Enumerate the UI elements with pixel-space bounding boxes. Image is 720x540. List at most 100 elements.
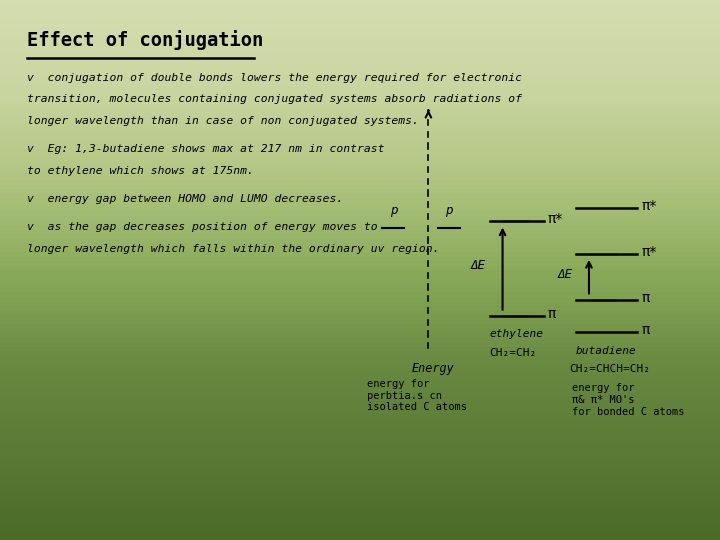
Bar (0, 23, 720, 27)
Bar (0, 297, 720, 301)
Bar (0, 347, 720, 351)
Bar (0, 468, 720, 472)
Text: ethylene: ethylene (490, 329, 544, 340)
Bar (0, 432, 720, 436)
Bar (0, 207, 720, 212)
Text: energy for
π& π* MO's
for bonded C atoms: energy for π& π* MO's for bonded C atoms (572, 383, 685, 416)
Bar (0, 364, 720, 369)
Text: π*: π* (548, 212, 563, 226)
Bar (0, 36, 720, 40)
Bar (0, 320, 720, 324)
Bar (0, 387, 720, 392)
Bar (0, 144, 720, 148)
Bar (0, 189, 720, 193)
Text: transition, molecules containing conjugated systems absorb radiations of: transition, molecules containing conjuga… (27, 94, 523, 105)
Bar (0, 108, 720, 112)
Bar (0, 220, 720, 225)
Bar (0, 392, 720, 396)
Text: π: π (642, 291, 650, 305)
Bar (0, 216, 720, 220)
Bar (0, 202, 720, 207)
Bar (0, 423, 720, 428)
Text: CH₂=CHCH=CH₂: CH₂=CHCH=CH₂ (569, 364, 650, 375)
Bar (0, 351, 720, 355)
Bar (0, 414, 720, 418)
Text: energy for
perbtia.s cn
isolated C atoms: energy for perbtia.s cn isolated C atoms (367, 379, 467, 412)
Bar (0, 405, 720, 409)
Text: Effect of conjugation: Effect of conjugation (27, 30, 264, 50)
Bar (0, 522, 720, 526)
Bar (0, 401, 720, 405)
Bar (0, 517, 720, 522)
Bar (0, 374, 720, 378)
Text: longer wavelength which falls within the ordinary uv region.: longer wavelength which falls within the… (27, 244, 440, 254)
Bar (0, 526, 720, 531)
Bar (0, 500, 720, 504)
Bar (0, 446, 720, 450)
Bar (0, 409, 720, 414)
Bar (0, 117, 720, 122)
Bar (0, 198, 720, 202)
Text: ΔE: ΔE (557, 267, 572, 281)
Bar (0, 166, 720, 171)
Text: CH₂=CH₂: CH₂=CH₂ (490, 348, 537, 359)
Text: butadiene: butadiene (576, 346, 636, 356)
Bar (0, 14, 720, 18)
Bar (0, 288, 720, 293)
Bar (0, 360, 720, 364)
Text: Energy: Energy (412, 362, 454, 375)
Bar (0, 495, 720, 500)
Bar (0, 293, 720, 297)
Bar (0, 472, 720, 477)
Bar (0, 193, 720, 198)
Bar (0, 171, 720, 176)
Bar (0, 301, 720, 306)
Bar (0, 463, 720, 468)
Bar (0, 230, 720, 234)
Bar (0, 122, 720, 126)
Bar (0, 45, 720, 50)
Text: to ethylene which shows at 175nm.: to ethylene which shows at 175nm. (27, 166, 254, 176)
Bar (0, 126, 720, 131)
Text: π: π (548, 307, 557, 321)
Bar (0, 234, 720, 239)
Text: π*: π* (642, 199, 657, 213)
Bar (0, 396, 720, 401)
Bar (0, 85, 720, 90)
Bar (0, 310, 720, 315)
Bar (0, 139, 720, 144)
Bar (0, 459, 720, 463)
Bar (0, 54, 720, 58)
Text: ΔE: ΔE (471, 259, 486, 273)
Bar (0, 9, 720, 14)
Bar (0, 284, 720, 288)
Bar (0, 94, 720, 99)
Bar (0, 63, 720, 68)
Bar (0, 77, 720, 81)
Text: v  Eg: 1,3-butadiene shows max at 217 nm in contrast: v Eg: 1,3-butadiene shows max at 217 nm … (27, 144, 385, 154)
Bar (0, 513, 720, 517)
Bar (0, 212, 720, 216)
Text: p: p (390, 204, 397, 217)
Bar (0, 31, 720, 36)
Bar (0, 176, 720, 180)
Text: p: p (445, 204, 453, 217)
Bar (0, 4, 720, 9)
Bar (0, 40, 720, 45)
Bar (0, 441, 720, 445)
Bar (0, 328, 720, 333)
Text: longer wavelength than in case of non conjugated systems.: longer wavelength than in case of non co… (27, 116, 419, 126)
Bar (0, 428, 720, 432)
Text: v  energy gap between HOMO and LUMO decreases.: v energy gap between HOMO and LUMO decre… (27, 194, 343, 204)
Bar (0, 112, 720, 117)
Bar (0, 162, 720, 166)
Bar (0, 490, 720, 495)
Bar (0, 266, 720, 270)
Bar (0, 531, 720, 536)
Bar (0, 99, 720, 104)
Bar (0, 18, 720, 23)
Bar (0, 180, 720, 185)
Bar (0, 148, 720, 153)
Bar (0, 338, 720, 342)
Bar (0, 382, 720, 387)
